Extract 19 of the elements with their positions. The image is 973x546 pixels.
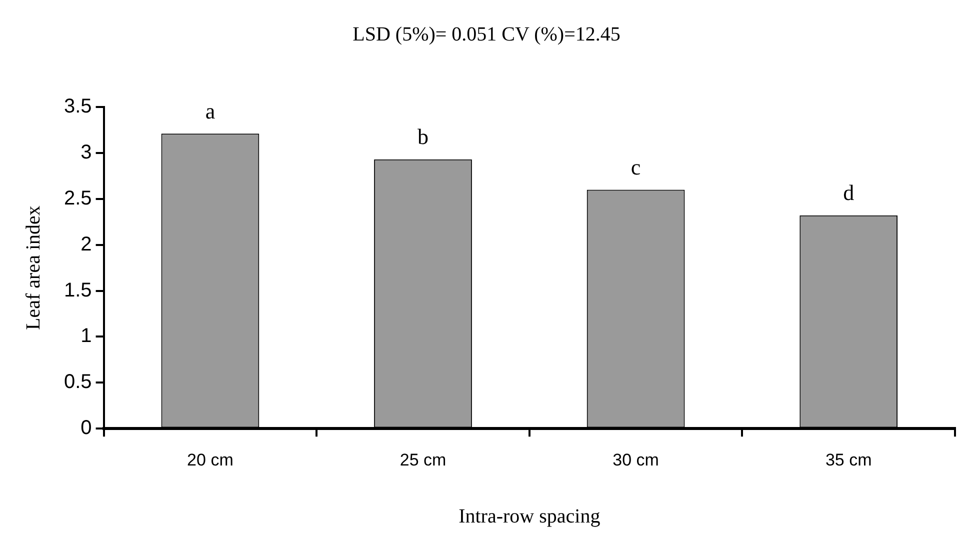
x-tick-label: 35 cm: [825, 450, 872, 470]
x-tick-label: 30 cm: [612, 450, 659, 470]
y-tick-label: 1.5: [64, 279, 92, 302]
y-tick-label: 0.5: [64, 371, 92, 394]
x-tick-label: 25 cm: [400, 450, 446, 470]
annotation: d: [843, 180, 854, 206]
y-tick-label: 3.5: [64, 96, 92, 118]
annotation: b: [418, 124, 428, 150]
y-axis-title: Leaf area index: [22, 206, 44, 330]
y-tick-label: 2.5: [64, 187, 92, 210]
annotation: a: [205, 98, 216, 124]
x-axis-title: Intra-row spacing: [458, 505, 600, 528]
y-tick-label: 3: [80, 141, 92, 164]
y-tick-label: 2: [80, 233, 92, 256]
chart-title: LSD (5%)= 0.051 CV (%)=12.45: [352, 23, 620, 46]
annotation: c: [630, 154, 641, 180]
y-tick-label: 1: [80, 325, 92, 348]
y-tick-label: 0: [80, 417, 92, 440]
x-tick-label: 20 cm: [187, 450, 234, 470]
